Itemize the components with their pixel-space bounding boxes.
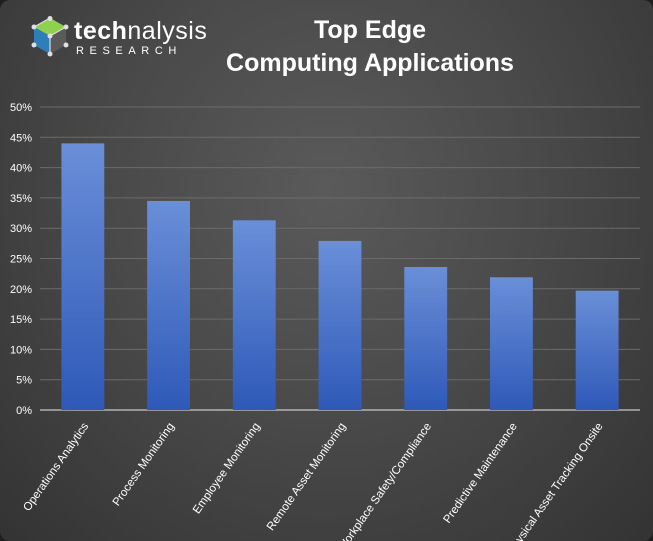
chart-title-line-1: Top Edge xyxy=(313,16,427,44)
brand-subtitle: RESEARCH xyxy=(76,45,182,57)
y-tick-label: 0% xyxy=(16,405,32,417)
y-tick-label: 5% xyxy=(16,375,32,387)
y-tick-label: 30% xyxy=(10,223,32,235)
bar xyxy=(318,240,362,410)
bar xyxy=(61,143,105,411)
y-tick-label: 45% xyxy=(10,132,32,144)
y-tick-label: 50% xyxy=(10,102,32,114)
y-tick-label: 15% xyxy=(10,314,32,326)
y-tick-label: 35% xyxy=(10,193,32,205)
x-tick-label: Physical Asset Tracking Onsite xyxy=(506,421,606,541)
x-tick-label: Process Monitoring xyxy=(111,421,177,509)
x-tick-label: Workplace Safety/Compliance xyxy=(336,421,434,541)
brand-name-bold: tech xyxy=(74,17,128,45)
y-tick-label: 40% xyxy=(10,163,32,175)
chart-title-line-2: Computing Applications xyxy=(226,49,514,77)
bar xyxy=(404,266,448,410)
bar xyxy=(490,277,533,410)
cube-logo-icon xyxy=(31,16,69,57)
brand-name-regular: nalysis xyxy=(127,17,208,45)
x-tick-label: Operations Analytics xyxy=(21,421,91,514)
x-tick-label: Employee Monitoring xyxy=(191,421,263,516)
y-tick-label: 20% xyxy=(10,284,32,296)
y-tick-label: 10% xyxy=(10,344,32,356)
bar xyxy=(147,200,190,410)
brand-wordmark: technalysis xyxy=(74,17,207,46)
bar xyxy=(232,220,276,410)
chart-title: Top Edge Computing Applications xyxy=(200,14,540,80)
x-tick-label: Remote Asset Monitoring xyxy=(265,421,349,533)
x-tick-label: Predictive Maintenance xyxy=(441,421,519,526)
bar xyxy=(575,290,619,410)
technalysis-logo: technalysis RESEARCH xyxy=(30,16,230,60)
y-tick-label: 25% xyxy=(10,254,32,266)
